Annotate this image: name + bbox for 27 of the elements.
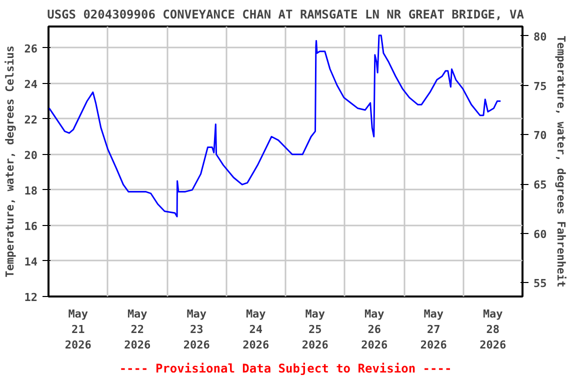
y2-tick-label: 60: [534, 228, 547, 241]
y-tick-label: 24: [24, 78, 38, 91]
y2-tick-label: 70: [534, 129, 547, 142]
y-axis-title: Temperature, water, degrees Celsius: [3, 46, 16, 278]
x-tick-label: May 28 2026: [480, 308, 506, 352]
y-tick-label: 12: [24, 291, 38, 304]
x-tick-label: May 24 2026: [242, 308, 270, 352]
y-tick-label: 22: [24, 113, 38, 126]
y-tick-label: 20: [24, 148, 38, 162]
y2-axis-title: Temperature, water, degrees Fahrenheit: [554, 36, 568, 288]
x-tick-label: May 22 2026: [124, 308, 151, 352]
y2-tick-label: 55: [534, 277, 547, 290]
y-tick-label: 16: [24, 220, 38, 233]
line-series: [48, 34, 502, 218]
chart-title: USGS 0204309906 CONVEYANCE CHAN AT RAMSGATE LN NR GREAT BRIDGE, VA: [47, 8, 525, 22]
y2-tick-label: 65: [534, 178, 547, 192]
y-tick-label: 26: [24, 42, 38, 56]
text: ---- Provisional Data Subject to Revision ----: [119, 362, 452, 376]
x-tick-label: May 21 2026: [64, 308, 92, 352]
y-tick-label: 14: [24, 255, 38, 268]
x-tick-label: May 27 2026: [420, 308, 448, 352]
x-tick-label: May 23 2026: [183, 308, 210, 352]
y2-tick-label: 75: [534, 80, 547, 93]
x-tick-label: May 25 2026: [302, 308, 329, 352]
y2-tick-label: 80: [534, 30, 547, 44]
x-tick-label: May 26 2026: [361, 308, 388, 352]
y-tick-label: 18: [24, 184, 38, 198]
